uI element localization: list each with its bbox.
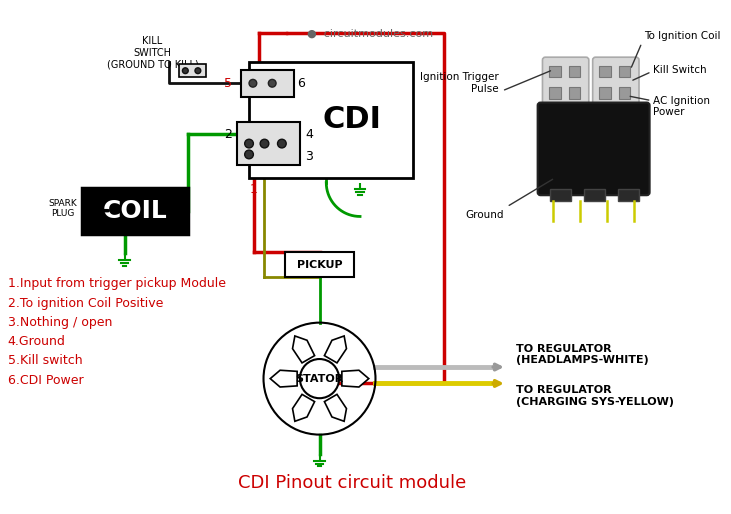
Circle shape [249, 79, 257, 87]
Bar [285, 252, 355, 277]
Text: 1.Input from trigger pickup Module: 1.Input from trigger pickup Module [8, 277, 226, 290]
Circle shape [245, 150, 254, 159]
Circle shape [268, 79, 276, 87]
Text: To Ignition Coil: To Ignition Coil [644, 31, 720, 41]
Polygon shape [292, 394, 314, 421]
Text: Ground: Ground [466, 210, 504, 219]
Text: 5.Kill switch: 5.Kill switch [8, 355, 83, 368]
Text: 5: 5 [224, 77, 232, 90]
Text: KILL
SWITCH
(GROUND TO KILL): KILL SWITCH (GROUND TO KILL) [107, 36, 198, 69]
Text: STATOR: STATOR [295, 374, 344, 383]
Text: 3.Nothing / open: 3.Nothing / open [8, 316, 112, 329]
Text: 3: 3 [305, 150, 313, 163]
Bar [569, 66, 580, 78]
Text: CDI: CDI [323, 105, 382, 135]
Bar [599, 87, 611, 99]
Text: 4.Ground: 4.Ground [8, 335, 66, 348]
Polygon shape [325, 394, 346, 421]
Circle shape [300, 359, 339, 398]
Text: TO REGULATOR
(CHARGING SYS-YELLOW): TO REGULATOR (CHARGING SYS-YELLOW) [516, 386, 675, 407]
Bar [549, 87, 561, 99]
Polygon shape [325, 336, 346, 363]
FancyBboxPatch shape [538, 103, 650, 195]
Text: CDI Pinout circuit module: CDI Pinout circuit module [238, 473, 466, 491]
Bar [238, 122, 300, 166]
Circle shape [195, 68, 201, 74]
Text: 6.CDI Power: 6.CDI Power [8, 374, 83, 387]
Text: TO REGULATOR
(HEADLAMPS-WHITE): TO REGULATOR (HEADLAMPS-WHITE) [516, 343, 649, 365]
Text: 2: 2 [224, 128, 232, 141]
Circle shape [183, 68, 188, 74]
Bar [550, 190, 572, 201]
Text: SPARK
PLUG: SPARK PLUG [48, 199, 77, 218]
Bar [584, 190, 605, 201]
Bar [618, 190, 639, 201]
Circle shape [245, 139, 254, 148]
Text: 6: 6 [298, 77, 305, 90]
Circle shape [260, 139, 269, 148]
Bar [82, 188, 188, 234]
FancyBboxPatch shape [593, 57, 639, 111]
Text: ●  circuitmodules.com: ● circuitmodules.com [306, 28, 433, 38]
Bar [569, 87, 580, 99]
Bar [618, 66, 630, 78]
Bar [599, 66, 611, 78]
Text: Ignition Trigger
Pulse: Ignition Trigger Pulse [420, 72, 499, 94]
Text: 4: 4 [305, 128, 313, 141]
FancyBboxPatch shape [542, 57, 588, 111]
Polygon shape [292, 336, 314, 363]
Bar [549, 66, 561, 78]
Polygon shape [342, 370, 368, 387]
Text: AC Ignition
Power: AC Ignition Power [654, 96, 711, 117]
Bar [249, 62, 413, 178]
Bar [241, 70, 295, 97]
Circle shape [278, 139, 287, 148]
Bar [618, 87, 630, 99]
Text: 2.To ignition Coil Positive: 2.To ignition Coil Positive [8, 297, 163, 309]
Polygon shape [270, 370, 297, 387]
Text: 1: 1 [250, 183, 258, 196]
Text: Kill Switch: Kill Switch [654, 65, 707, 75]
Text: PICKUP: PICKUP [297, 260, 342, 270]
Text: COIL: COIL [103, 199, 167, 223]
Bar [178, 64, 205, 78]
